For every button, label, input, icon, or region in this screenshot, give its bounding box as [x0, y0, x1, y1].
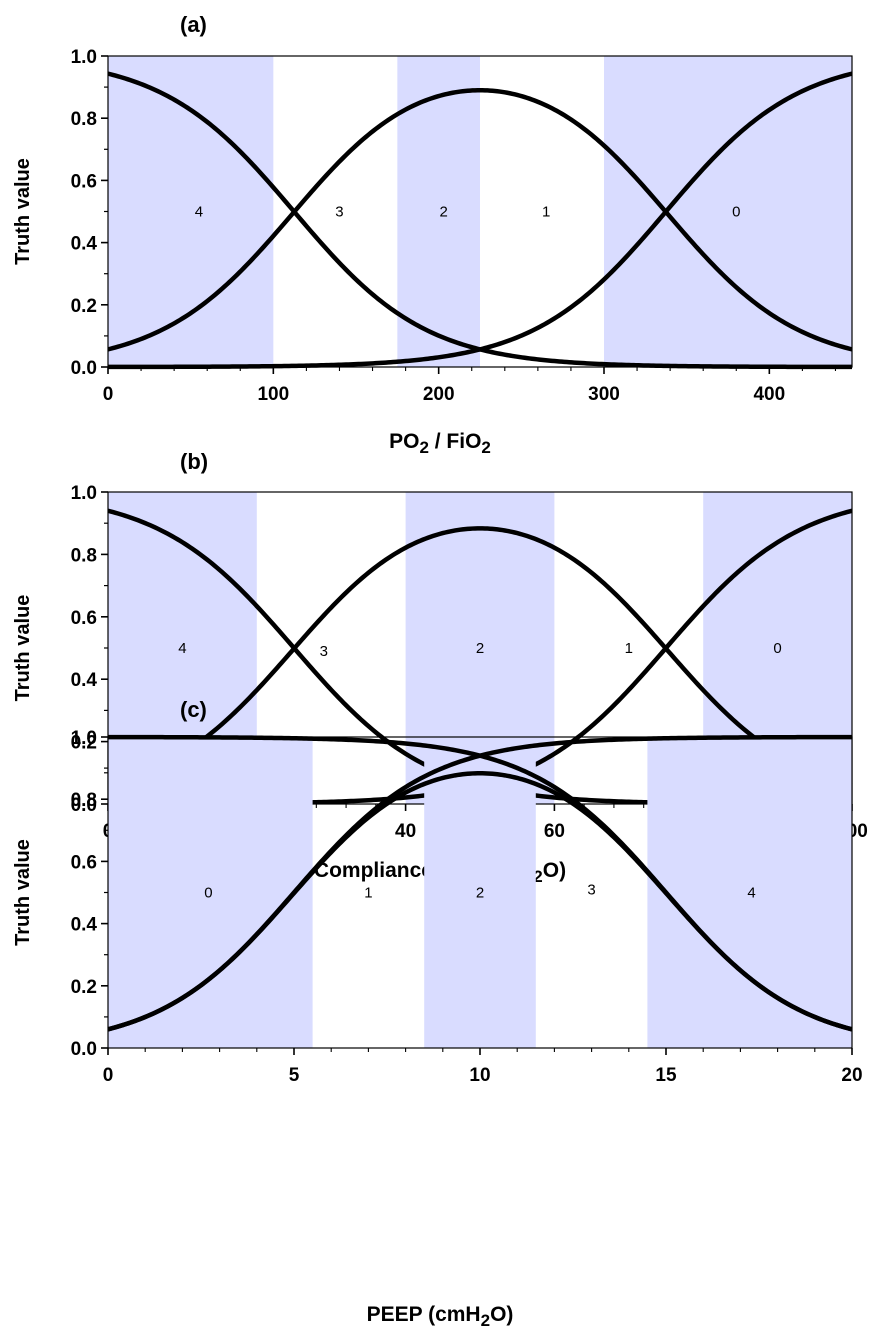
x-tick-label: 10 [469, 1065, 490, 1086]
y-tick-label: 0.8 [71, 790, 97, 811]
x-tick-label: 40 [395, 821, 416, 842]
y-tick-label: 0.8 [71, 545, 97, 566]
region-label: 4 [195, 204, 203, 221]
y-tick-label: 0.4 [71, 670, 98, 691]
y-tick-label: 0.0 [71, 358, 97, 379]
y-tick-label: 0.0 [71, 1039, 97, 1060]
region-label: 2 [476, 640, 484, 657]
x-tick-label: 5 [289, 1065, 300, 1086]
x-tick-label: 300 [588, 384, 620, 405]
x-axis-label: PO2 / FiO2 [389, 430, 491, 457]
membership-curve [108, 71, 853, 370]
region-label: 1 [542, 204, 550, 221]
y-tick-label: 1.0 [71, 728, 97, 749]
panel-label: (c) [180, 697, 207, 722]
region-label: 4 [178, 640, 186, 657]
region-label: 2 [476, 885, 484, 902]
y-axis-label: Truth value [12, 158, 34, 265]
y-tick-label: 1.0 [71, 483, 97, 504]
x-axis-label: PEEP (cmH2O) [367, 1303, 514, 1330]
shaded-band [424, 737, 536, 1048]
y-tick-label: 0.4 [71, 915, 98, 936]
y-tick-label: 0.6 [71, 852, 97, 873]
y-tick-label: 0.8 [71, 109, 97, 130]
membership-curve [108, 734, 853, 1032]
x-tick-label: 0 [103, 384, 114, 405]
y-tick-label: 0.2 [71, 977, 97, 998]
region-label: 3 [335, 204, 343, 221]
x-tick-label: 100 [257, 384, 289, 405]
panel-label: (a) [180, 12, 207, 37]
region-label: 3 [320, 643, 328, 660]
x-tick-label: 15 [655, 1065, 677, 1086]
shaded-band [108, 56, 274, 367]
membership-curve [107, 87, 853, 352]
x-tick-label: 60 [544, 821, 565, 842]
x-tick-label: 20 [841, 1065, 862, 1086]
region-label: 1 [625, 640, 633, 657]
shaded-band [604, 56, 852, 367]
y-axis-label: Truth value [12, 595, 34, 702]
shaded-band [108, 737, 313, 1048]
y-tick-label: 0.2 [71, 733, 97, 754]
chart-panel: 0.0 0.2 0.4 0.6 0.8 1.0 0 100 200 300 400 4 3 2 1 0 (a) T… [12, 12, 853, 457]
region-label: 3 [587, 881, 595, 898]
y-tick-label: 0.6 [71, 171, 97, 192]
x-tick-label: 400 [753, 384, 785, 405]
x-tick-label: 200 [423, 384, 455, 405]
y-tick-label: 0.6 [71, 608, 97, 629]
y-tick-label: 1.0 [71, 47, 97, 68]
y-tick-label: 0.0 [71, 795, 97, 816]
y-tick-label: 0.4 [71, 234, 98, 255]
membership-curve [107, 526, 853, 788]
shaded-band [647, 737, 852, 1048]
region-label: 0 [732, 204, 740, 221]
region-label: 2 [439, 204, 447, 221]
region-label: 0 [773, 640, 781, 657]
region-label: 1 [364, 885, 372, 902]
y-axis-label: Truth value [12, 839, 34, 946]
region-label: 0 [204, 885, 212, 902]
x-tick-label: 0 [103, 1065, 114, 1086]
y-tick-label: 0.2 [71, 296, 97, 317]
panel-label: (b) [180, 449, 208, 474]
region-label: 4 [747, 885, 755, 902]
chart-panel: 0.0 0.2 0.4 0.6 0.8 1.0 0 5 10 15 20 0 1 2 3 4 (c) Truth … [12, 697, 863, 1330]
